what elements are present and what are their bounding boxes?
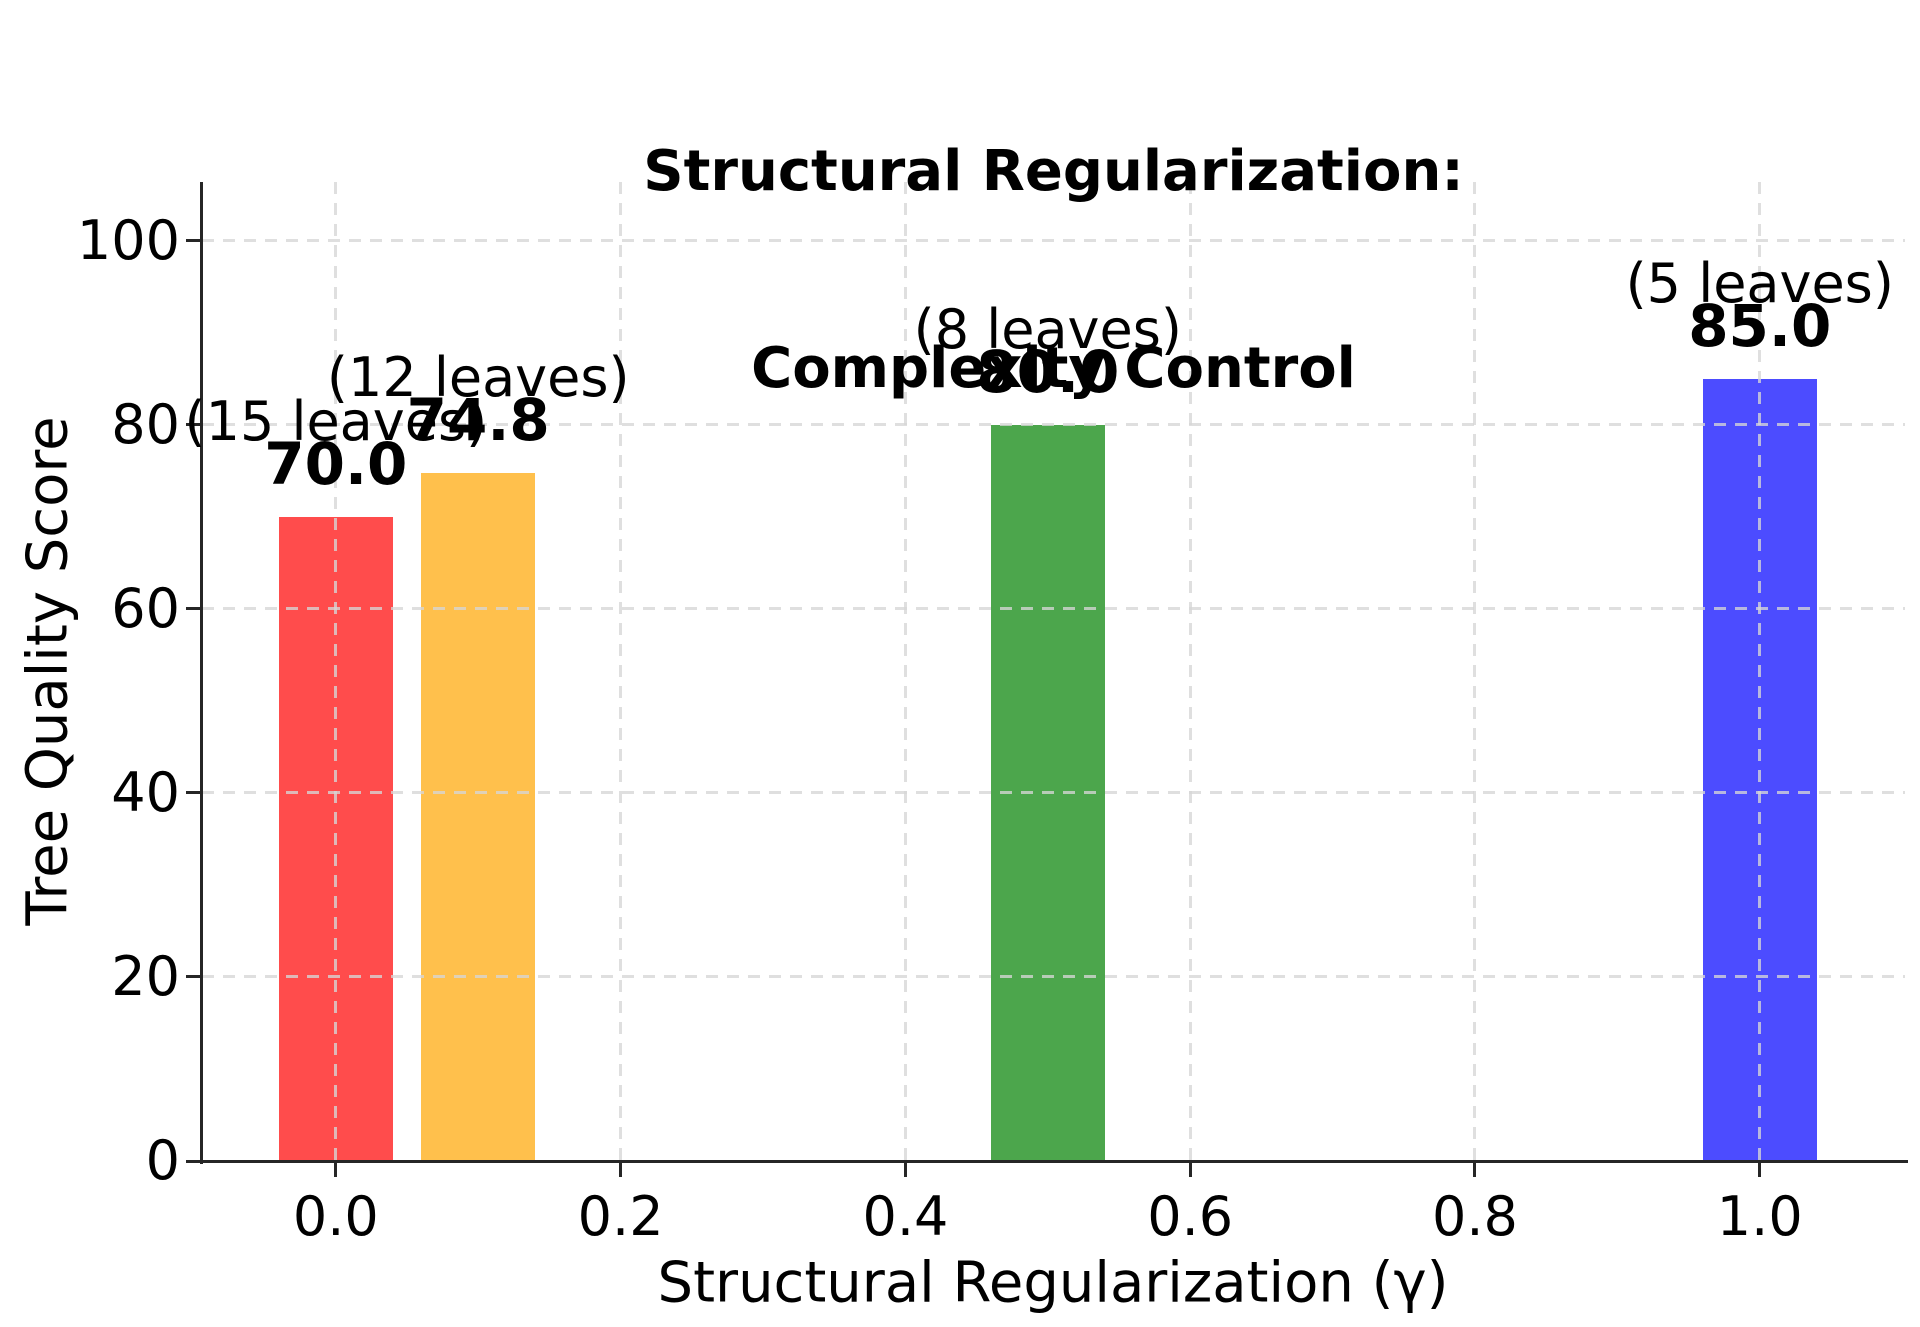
bar-value-label: 85.0 [1688, 291, 1832, 360]
x-tick-label: 0.4 [862, 1185, 949, 1248]
v-gridline [1188, 182, 1192, 1161]
y-tick-mark [186, 791, 200, 795]
x-tick-label: 0.2 [577, 1185, 664, 1248]
y-tick-label: 20 [111, 944, 180, 1008]
y-tick-mark [186, 607, 200, 611]
h-gridline [202, 423, 1905, 427]
v-gridline [903, 182, 907, 1161]
h-gridline [202, 791, 1905, 795]
x-tick-label: 0.8 [1432, 1185, 1518, 1248]
x-tick-label: 1.0 [1716, 1185, 1803, 1248]
bar-value-label: 80.0 [976, 337, 1120, 406]
y-tick-mark [186, 975, 200, 979]
y-axis-label: Tree Quality Score [15, 416, 81, 926]
x-tick-label: 0.6 [1147, 1185, 1234, 1248]
v-gridline [1473, 182, 1477, 1161]
x-tick-mark [1758, 1163, 1762, 1177]
bar-leaves-label: (8 leaves) [913, 297, 1182, 361]
y-axis-line [200, 182, 203, 1164]
bar-leaves-label: (15 leaves) [184, 389, 488, 453]
y-tick-mark [186, 239, 200, 243]
y-tick-label: 80 [111, 392, 180, 456]
x-tick-mark [334, 1163, 338, 1177]
bar-value-label: 74.8 [406, 385, 550, 454]
h-gridline [202, 239, 1905, 243]
x-tick-mark [903, 1163, 907, 1177]
h-gridline [202, 975, 1905, 979]
chart-title-line2: Complexity Control [751, 335, 1356, 401]
chart-title-line1: Structural Regularization: [643, 139, 1464, 205]
y-tick-mark [186, 1159, 200, 1163]
x-tick-mark [1188, 1163, 1192, 1177]
v-gridline [1758, 182, 1762, 1161]
x-tick-mark [1473, 1163, 1477, 1177]
bar-leaves-label: (5 leaves) [1625, 251, 1894, 315]
y-tick-label: 0 [145, 1129, 180, 1192]
x-tick-label: 0.0 [292, 1185, 379, 1248]
h-gridline [202, 607, 1905, 611]
y-tick-label: 40 [111, 760, 180, 824]
x-axis-label: Structural Regularization (γ) [657, 1250, 1449, 1316]
bar [421, 472, 536, 1161]
x-axis-line [200, 1160, 1908, 1163]
y-tick-label: 60 [111, 576, 180, 640]
y-tick-label: 100 [76, 208, 180, 272]
y-tick-mark [186, 423, 200, 427]
bar-leaves-label: (12 leaves) [326, 345, 630, 409]
chart-title: Structural Regularization: Complexity Co… [202, 8, 1905, 532]
v-gridline [334, 182, 338, 1161]
v-gridline [619, 182, 623, 1161]
x-tick-mark [619, 1163, 623, 1177]
bar-value-label: 70.0 [264, 429, 408, 498]
